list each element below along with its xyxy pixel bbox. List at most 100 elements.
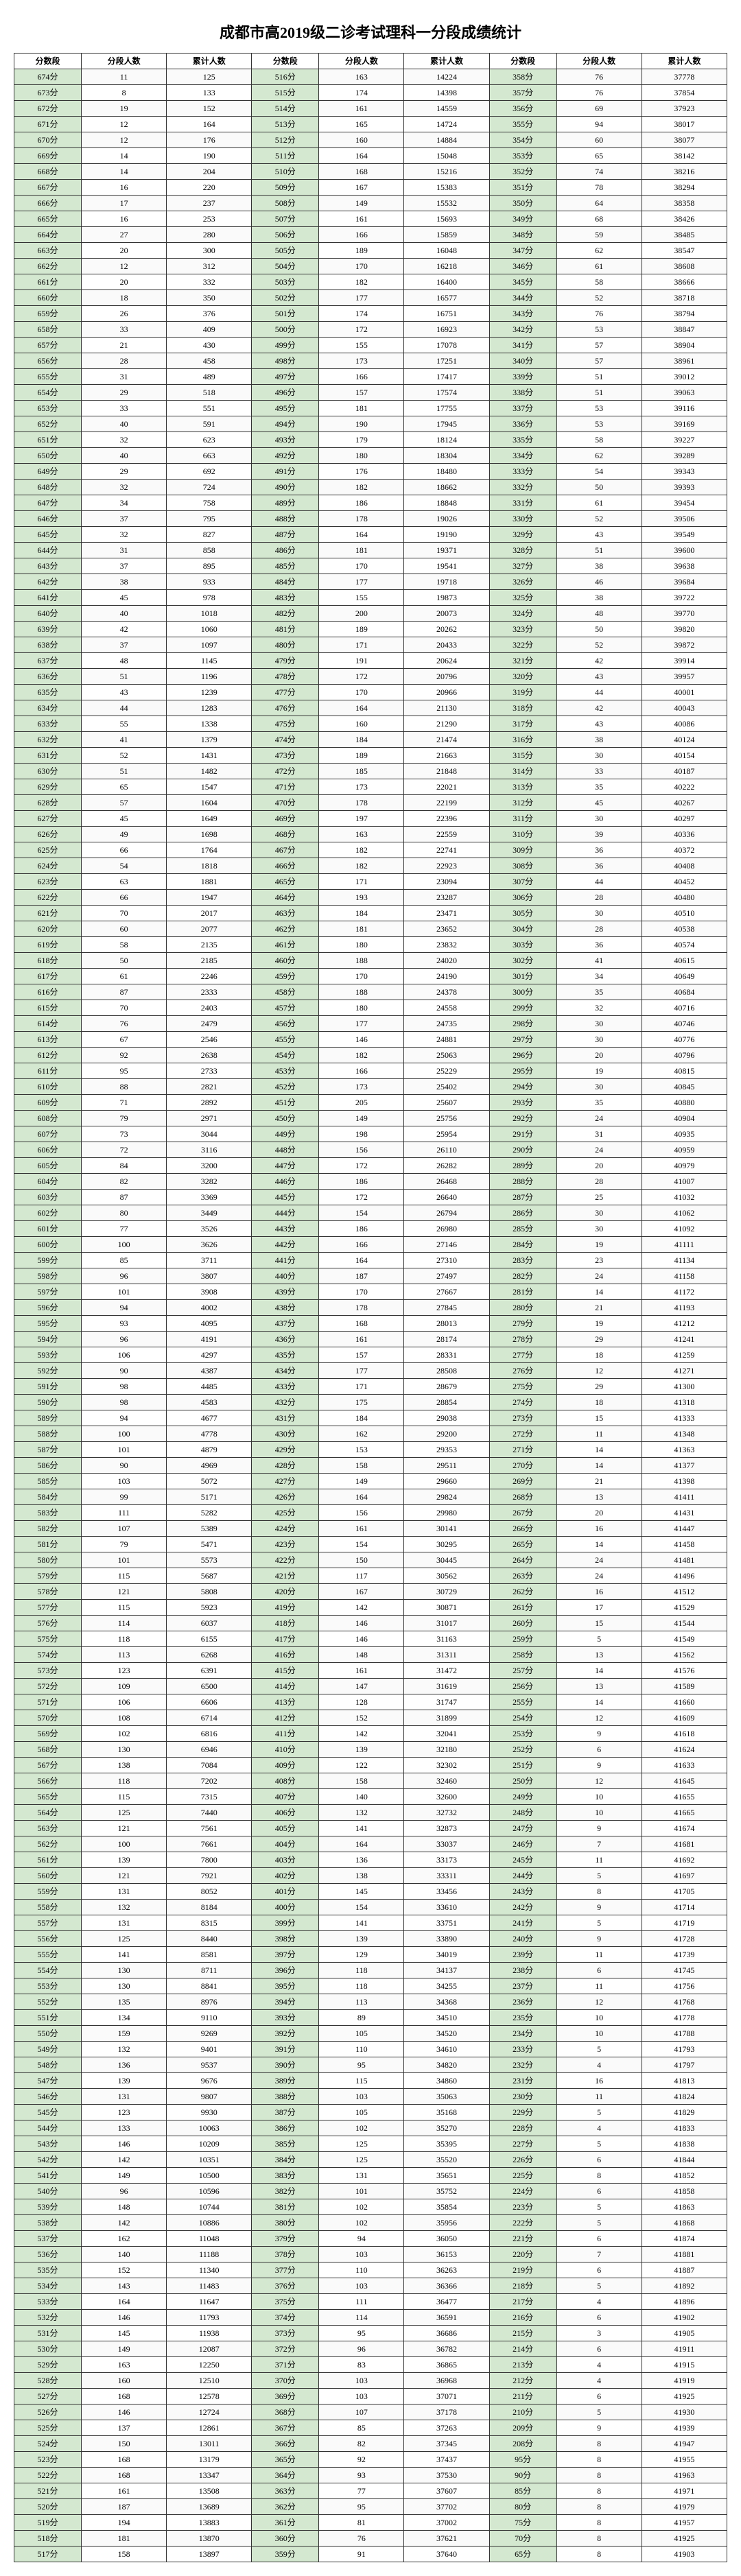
cumulative-cell: 41529 [642, 1600, 727, 1616]
cumulative-cell: 5923 [167, 1600, 252, 1616]
score-cell: 396分 [252, 1963, 319, 1978]
cumulative-cell: 38904 [642, 338, 727, 353]
cumulative-cell: 40574 [642, 937, 727, 953]
count-cell: 14 [556, 1458, 642, 1474]
count-cell: 18 [556, 1347, 642, 1363]
cumulative-cell: 40510 [642, 906, 727, 921]
cumulative-cell: 17417 [404, 369, 489, 385]
cumulative-cell: 19873 [404, 590, 489, 606]
score-cell: 70分 [489, 2531, 556, 2547]
count-cell: 32 [82, 527, 167, 543]
count-cell: 7 [556, 1836, 642, 1852]
count-cell: 158 [82, 2547, 167, 2562]
table-row: 649分29692491分17618480333分5439343 [14, 464, 727, 480]
cumulative-cell: 14398 [404, 85, 489, 101]
table-row: 582分1075389424分16130141266分1641447 [14, 1521, 727, 1537]
cumulative-cell: 10596 [167, 2184, 252, 2199]
count-cell: 50 [556, 622, 642, 637]
cumulative-cell: 41158 [642, 1268, 727, 1284]
cumulative-cell: 28013 [404, 1316, 489, 1332]
cumulative-cell: 41241 [642, 1332, 727, 1347]
score-cell: 337分 [489, 401, 556, 416]
table-row: 641分45978483分15519873325分3839722 [14, 590, 727, 606]
count-cell: 83 [319, 2357, 404, 2373]
count-cell: 65 [82, 779, 167, 795]
score-cell: 516分 [252, 69, 319, 85]
count-cell: 121 [82, 1584, 167, 1600]
cumulative-cell: 25063 [404, 1048, 489, 1063]
count-cell: 49 [82, 827, 167, 842]
score-cell: 451分 [252, 1095, 319, 1111]
cumulative-cell: 2403 [167, 1000, 252, 1016]
cumulative-cell: 8976 [167, 1994, 252, 2010]
table-row: 624分541818466分18222923308分3640408 [14, 858, 727, 874]
score-cell: 242分 [489, 1900, 556, 1915]
table-row: 670分12176512分16014884354分6038077 [14, 132, 727, 148]
count-cell: 59 [556, 227, 642, 243]
count-cell: 5 [556, 1631, 642, 1647]
cumulative-cell: 40222 [642, 779, 727, 795]
cumulative-cell: 38017 [642, 117, 727, 132]
count-cell: 50 [556, 480, 642, 495]
score-cell: 441分 [252, 1253, 319, 1268]
table-row: 647分34758489分18618848331分6139454 [14, 495, 727, 511]
count-cell: 8 [556, 2515, 642, 2531]
cumulative-cell: 18662 [404, 480, 489, 495]
score-cell: 405分 [252, 1821, 319, 1836]
cumulative-cell: 24735 [404, 1016, 489, 1032]
cumulative-cell: 2733 [167, 1063, 252, 1079]
count-cell: 40 [82, 448, 167, 464]
count-cell: 93 [82, 1316, 167, 1332]
count-cell: 182 [319, 842, 404, 858]
count-cell: 150 [82, 2436, 167, 2452]
count-cell: 53 [556, 322, 642, 338]
cumulative-cell: 22741 [404, 842, 489, 858]
count-cell: 11 [556, 1947, 642, 1963]
cumulative-cell: 41838 [642, 2136, 727, 2152]
cumulative-cell: 38426 [642, 211, 727, 227]
count-cell: 141 [82, 1947, 167, 1963]
cumulative-cell: 39454 [642, 495, 727, 511]
cumulative-cell: 5171 [167, 1489, 252, 1505]
cumulative-cell: 41259 [642, 1347, 727, 1363]
score-cell: 322分 [489, 637, 556, 653]
count-cell: 123 [82, 1663, 167, 1679]
cumulative-cell: 33890 [404, 1931, 489, 1947]
score-cell: 534分 [14, 2278, 82, 2294]
score-cell: 75分 [489, 2515, 556, 2531]
score-cell: 513分 [252, 117, 319, 132]
cumulative-cell: 8841 [167, 1978, 252, 1994]
count-cell: 114 [319, 2310, 404, 2326]
cumulative-cell: 9537 [167, 2057, 252, 2073]
count-cell: 70 [82, 906, 167, 921]
cumulative-cell: 36477 [404, 2294, 489, 2310]
count-cell: 99 [82, 1489, 167, 1505]
table-row: 629分651547471分17322021313分3540222 [14, 779, 727, 795]
table-row: 635分431239477分17020966319分4440001 [14, 685, 727, 700]
cumulative-cell: 41007 [642, 1174, 727, 1190]
cumulative-cell: 30445 [404, 1552, 489, 1568]
score-cell: 348分 [489, 227, 556, 243]
count-cell: 38 [556, 732, 642, 748]
cumulative-cell: 1881 [167, 874, 252, 890]
table-row: 526分14612724368分10737178210分541930 [14, 2404, 727, 2420]
cumulative-cell: 37345 [404, 2436, 489, 2452]
cumulative-cell: 25607 [404, 1095, 489, 1111]
table-row: 557分1318315399分14133751241分541719 [14, 1915, 727, 1931]
cumulative-cell: 41645 [642, 1773, 727, 1789]
score-cell: 604分 [14, 1174, 82, 1190]
count-cell: 160 [319, 132, 404, 148]
score-cell: 228分 [489, 2120, 556, 2136]
score-cell: 674分 [14, 69, 82, 85]
score-cell: 556分 [14, 1931, 82, 1947]
cumulative-cell: 2135 [167, 937, 252, 953]
table-row: 594分964191436分16128174278分2941241 [14, 1332, 727, 1347]
count-cell: 130 [82, 1963, 167, 1978]
cumulative-cell: 2185 [167, 953, 252, 969]
count-cell: 4 [556, 2373, 642, 2389]
cumulative-cell: 13347 [167, 2468, 252, 2483]
cumulative-cell: 41719 [642, 1915, 727, 1931]
score-cell: 399分 [252, 1915, 319, 1931]
cumulative-cell: 38077 [642, 132, 727, 148]
count-cell: 125 [319, 2136, 404, 2152]
